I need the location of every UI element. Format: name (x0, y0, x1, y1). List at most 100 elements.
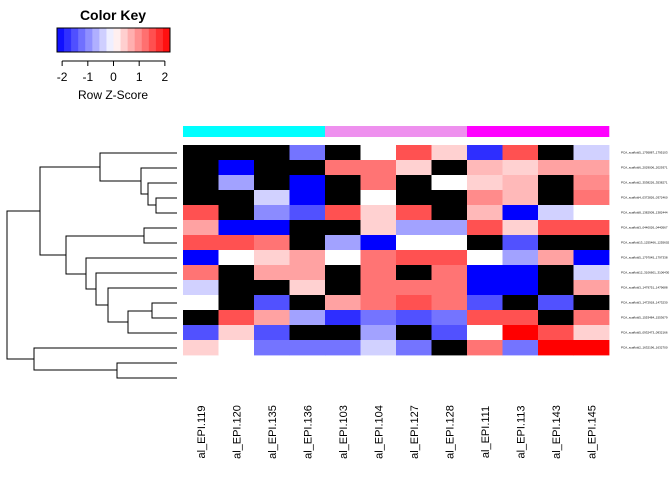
heatmap-cell (289, 295, 326, 311)
heatmap-cell (573, 175, 610, 191)
heatmap-cell (396, 220, 432, 236)
heatmap-cell (254, 280, 290, 296)
heatmap-cell (467, 160, 503, 176)
color-key-swatch (64, 28, 72, 52)
heatmap-cell (396, 145, 432, 161)
heatmap-cell (183, 280, 219, 296)
heatmap-cell (183, 145, 219, 161)
column-label: al_EPI.113 (515, 405, 527, 458)
heatmap-cell (502, 235, 539, 251)
row-label: PCA_scaffold5_1797045_1797338 (621, 256, 668, 260)
heatmap-cell (431, 265, 468, 281)
heatmap-cell (431, 175, 468, 191)
heatmap-cell (254, 250, 290, 266)
heatmap-cell (360, 160, 397, 176)
heatmap-cell (254, 145, 290, 161)
dendrogram-branch (39, 166, 100, 256)
heatmap-cell (254, 340, 290, 356)
column-group-colorbar (183, 126, 610, 137)
dendrogram-branch (140, 167, 177, 195)
heatmap-cell (396, 250, 432, 266)
heatmap-cell (218, 190, 255, 206)
row-label: PCA_scaffold3_1479751_1479688 (621, 286, 668, 290)
heatmap-cell (218, 325, 255, 341)
dendrogram-branch (155, 197, 177, 214)
heatmap-cell (502, 295, 539, 311)
dendrogram-branch (151, 302, 177, 319)
heatmap-cell (396, 325, 432, 341)
heatmap-cell (325, 280, 361, 296)
heatmap-cell (360, 250, 397, 266)
heatmap-cell (431, 205, 468, 221)
heatmap-cell (325, 205, 361, 221)
heatmap-cell (502, 265, 539, 281)
heatmap-cell (538, 295, 574, 311)
heatmap-cell (325, 220, 361, 236)
heatmap-cell (289, 310, 326, 326)
color-key-tick-label: -2 (57, 70, 68, 84)
row-label: PCA_scaffold12_3106601_3106430 (621, 271, 669, 275)
column-label: al_EPI.128 (444, 405, 456, 459)
heatmap-cell (360, 325, 397, 341)
color-key-swatch (113, 28, 121, 52)
heatmap-cell (325, 175, 361, 191)
heatmap-cell (467, 250, 503, 266)
row-label: PCA_scaffold4_0372826_0372460 (621, 196, 668, 200)
heatmap-cell (218, 250, 255, 266)
heatmap-cell (254, 160, 290, 176)
column-label: al_EPI.120 (231, 405, 243, 459)
heatmap-cell (289, 325, 326, 341)
heatmap-cell (325, 235, 361, 251)
heatmap-cell (538, 280, 574, 296)
heatmap-cell (573, 250, 610, 266)
heatmap-cell (431, 325, 468, 341)
heatmap-cell (218, 145, 255, 161)
heatmap-cell (183, 265, 219, 281)
column-label: al_EPI.143 (551, 405, 563, 459)
heatmap-cell (360, 340, 397, 356)
heatmap-cell (431, 235, 468, 251)
heatmap-cell (254, 205, 290, 221)
row-label: PCA_scaffold6_2029006_2029371 (621, 166, 668, 170)
heatmap-cell (467, 265, 503, 281)
dendrogram-branch (107, 287, 177, 323)
row-labels: PCA_scaffold5_1795887_1795103 PCA_scaffol… (621, 151, 669, 350)
heatmap-cell (360, 145, 397, 161)
column-labels: al_EPI.119 al_EPI.120 al_EPI.135 al_EPI.136… (196, 405, 599, 459)
heatmap-cell (325, 325, 361, 341)
heatmap-cell (218, 175, 255, 191)
heatmap-cell (360, 310, 397, 326)
heatmap-cell (396, 280, 432, 296)
heatmap-cell (502, 175, 539, 191)
heatmap-cell (396, 310, 432, 326)
heatmap-cell (573, 190, 610, 206)
color-key-swatch (120, 28, 129, 52)
heatmap-cell (254, 175, 290, 191)
heatmap-cell (254, 295, 290, 311)
heatmap-cell (431, 190, 468, 206)
row-label: PCA_scaffold5_1795887_1795103 (621, 151, 668, 155)
heatmap-cell (467, 235, 503, 251)
heatmap-cell (218, 310, 255, 326)
heatmap-cell (431, 310, 468, 326)
heatmap-cell (538, 310, 574, 326)
heatmap-cell (218, 295, 255, 311)
color-key-tick-label: 1 (136, 70, 143, 84)
heatmap-cell (254, 220, 290, 236)
heatmap-cell (396, 205, 432, 221)
heatmap-cell (573, 160, 610, 176)
heatmap-cell (360, 220, 397, 236)
heatmap-cell (538, 265, 574, 281)
heatmap-cell (573, 235, 610, 251)
heatmap-cell (325, 160, 361, 176)
color-key-swatch (57, 28, 65, 52)
heatmap-cell (573, 205, 610, 221)
heatmap-cell (467, 340, 503, 356)
heatmap-cell (183, 190, 219, 206)
column-label: al_EPI.136 (302, 405, 314, 459)
heatmap-cell (183, 235, 219, 251)
heatmap-cell (289, 280, 326, 296)
column-label: al_EPI.135 (267, 405, 279, 459)
heatmap-cell (218, 235, 255, 251)
